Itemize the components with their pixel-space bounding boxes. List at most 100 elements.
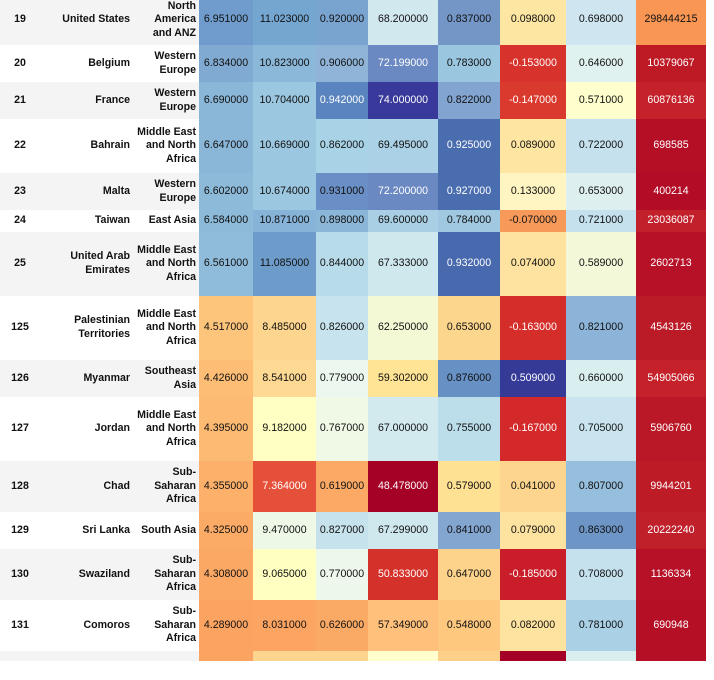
value-cell: -0.070000 [500,210,566,232]
value-cell: 67.333000 [368,232,438,296]
rank-cell: 128 [0,461,40,512]
value-cell: 67.000000 [368,397,438,461]
value-cell: 57.349000 [368,600,438,651]
value-cell: 698585 [636,119,706,173]
rank-cell: 126 [0,360,40,397]
table-row: 128 Chad Sub-Saharan Africa 4.355000 7.36400… [0,461,706,512]
value-cell: 0.784000 [438,210,500,232]
partial-cell [253,651,316,661]
value-cell: 10.704000 [253,82,316,119]
partial-cell [636,651,706,661]
region-cell: Middle East and North Africa [135,296,199,360]
value-cell: 60876136 [636,82,706,119]
value-cell: 67.299000 [368,512,438,549]
table-row: 25 United Arab Emirates Middle East and No… [0,232,706,296]
country-cell: Chad [40,461,135,512]
value-cell: 0.844000 [316,232,368,296]
value-cell: 6.647000 [199,119,253,173]
value-cell: 0.826000 [316,296,368,360]
value-cell: 4.395000 [199,397,253,461]
value-cell: 1136334 [636,549,706,600]
region-cell: South Asia [135,512,199,549]
partial-cell [135,651,199,661]
value-cell: 59.302000 [368,360,438,397]
value-cell: 0.708000 [566,549,636,600]
value-cell: 0.841000 [438,512,500,549]
value-cell: 23036087 [636,210,706,232]
value-cell: 11.023000 [253,0,316,45]
value-cell: 9944201 [636,461,706,512]
country-cell: Bahrain [40,119,135,173]
rank-cell: 21 [0,82,40,119]
value-cell: 68.200000 [368,0,438,45]
table-row: 125 Palestinian Territories Middle East an… [0,296,706,360]
value-cell: 4.426000 [199,360,253,397]
partial-cell [438,651,500,661]
rank-cell: 24 [0,210,40,232]
rank-cell: 125 [0,296,40,360]
value-cell: 0.082000 [500,600,566,651]
value-cell: 6.602000 [199,173,253,210]
value-cell: 0.089000 [500,119,566,173]
value-cell: 9.065000 [253,549,316,600]
country-cell: France [40,82,135,119]
value-cell: 0.807000 [566,461,636,512]
table-row: 131 Comoros Sub-Saharan Africa 4.289000 8.03… [0,600,706,651]
country-cell: Comoros [40,600,135,651]
partial-cell [199,651,253,661]
partial-cell [0,651,40,661]
value-cell: 0.698000 [566,0,636,45]
country-cell: Belgium [40,45,135,82]
value-cell: 10.669000 [253,119,316,173]
value-cell: 0.920000 [316,0,368,45]
table-row: 20 Belgium Western Europe 6.834000 10.823000… [0,45,706,82]
value-cell: 0.722000 [566,119,636,173]
value-cell: 0.927000 [438,173,500,210]
country-cell: Jordan [40,397,135,461]
value-cell: 0.548000 [438,600,500,651]
value-cell: 0.509000 [500,360,566,397]
value-cell: -0.153000 [500,45,566,82]
table-row: 22 Bahrain Middle East and North Africa 6.6… [0,119,706,173]
value-cell: 298444215 [636,0,706,45]
region-cell: Sub-Saharan Africa [135,461,199,512]
value-cell: -0.147000 [500,82,566,119]
value-cell: 6.584000 [199,210,253,232]
value-cell: 0.863000 [566,512,636,549]
value-cell: 0.906000 [316,45,368,82]
value-cell: 4543126 [636,296,706,360]
value-cell: 9.182000 [253,397,316,461]
country-cell: United States [40,0,135,45]
value-cell: 0.822000 [438,82,500,119]
value-cell: 0.783000 [438,45,500,82]
country-cell: Myanmar [40,360,135,397]
value-cell: 69.600000 [368,210,438,232]
value-cell: 0.626000 [316,600,368,651]
value-cell: 0.041000 [500,461,566,512]
rank-cell: 20 [0,45,40,82]
country-cell: Swaziland [40,549,135,600]
value-cell: 20222240 [636,512,706,549]
value-cell: 0.619000 [316,461,368,512]
rank-cell: 129 [0,512,40,549]
value-cell: 0.827000 [316,512,368,549]
value-cell: -0.185000 [500,549,566,600]
value-cell: 2602713 [636,232,706,296]
region-cell: Middle East and North Africa [135,397,199,461]
value-cell: 0.767000 [316,397,368,461]
region-cell: Sub-Saharan Africa [135,549,199,600]
value-cell: 9.470000 [253,512,316,549]
value-cell: -0.167000 [500,397,566,461]
rank-cell: 23 [0,173,40,210]
rank-cell: 131 [0,600,40,651]
rank-cell: 130 [0,549,40,600]
partial-cell [316,651,368,661]
table-body: 19 United States North America and ANZ 6.95… [0,0,706,661]
table-row: 23 Malta Western Europe 6.602000 10.674000 0.… [0,173,706,210]
value-cell: 10.871000 [253,210,316,232]
value-cell: 0.647000 [438,549,500,600]
value-cell: 0.779000 [316,360,368,397]
value-cell: 7.364000 [253,461,316,512]
value-cell: 0.925000 [438,119,500,173]
value-cell: 0.660000 [566,360,636,397]
